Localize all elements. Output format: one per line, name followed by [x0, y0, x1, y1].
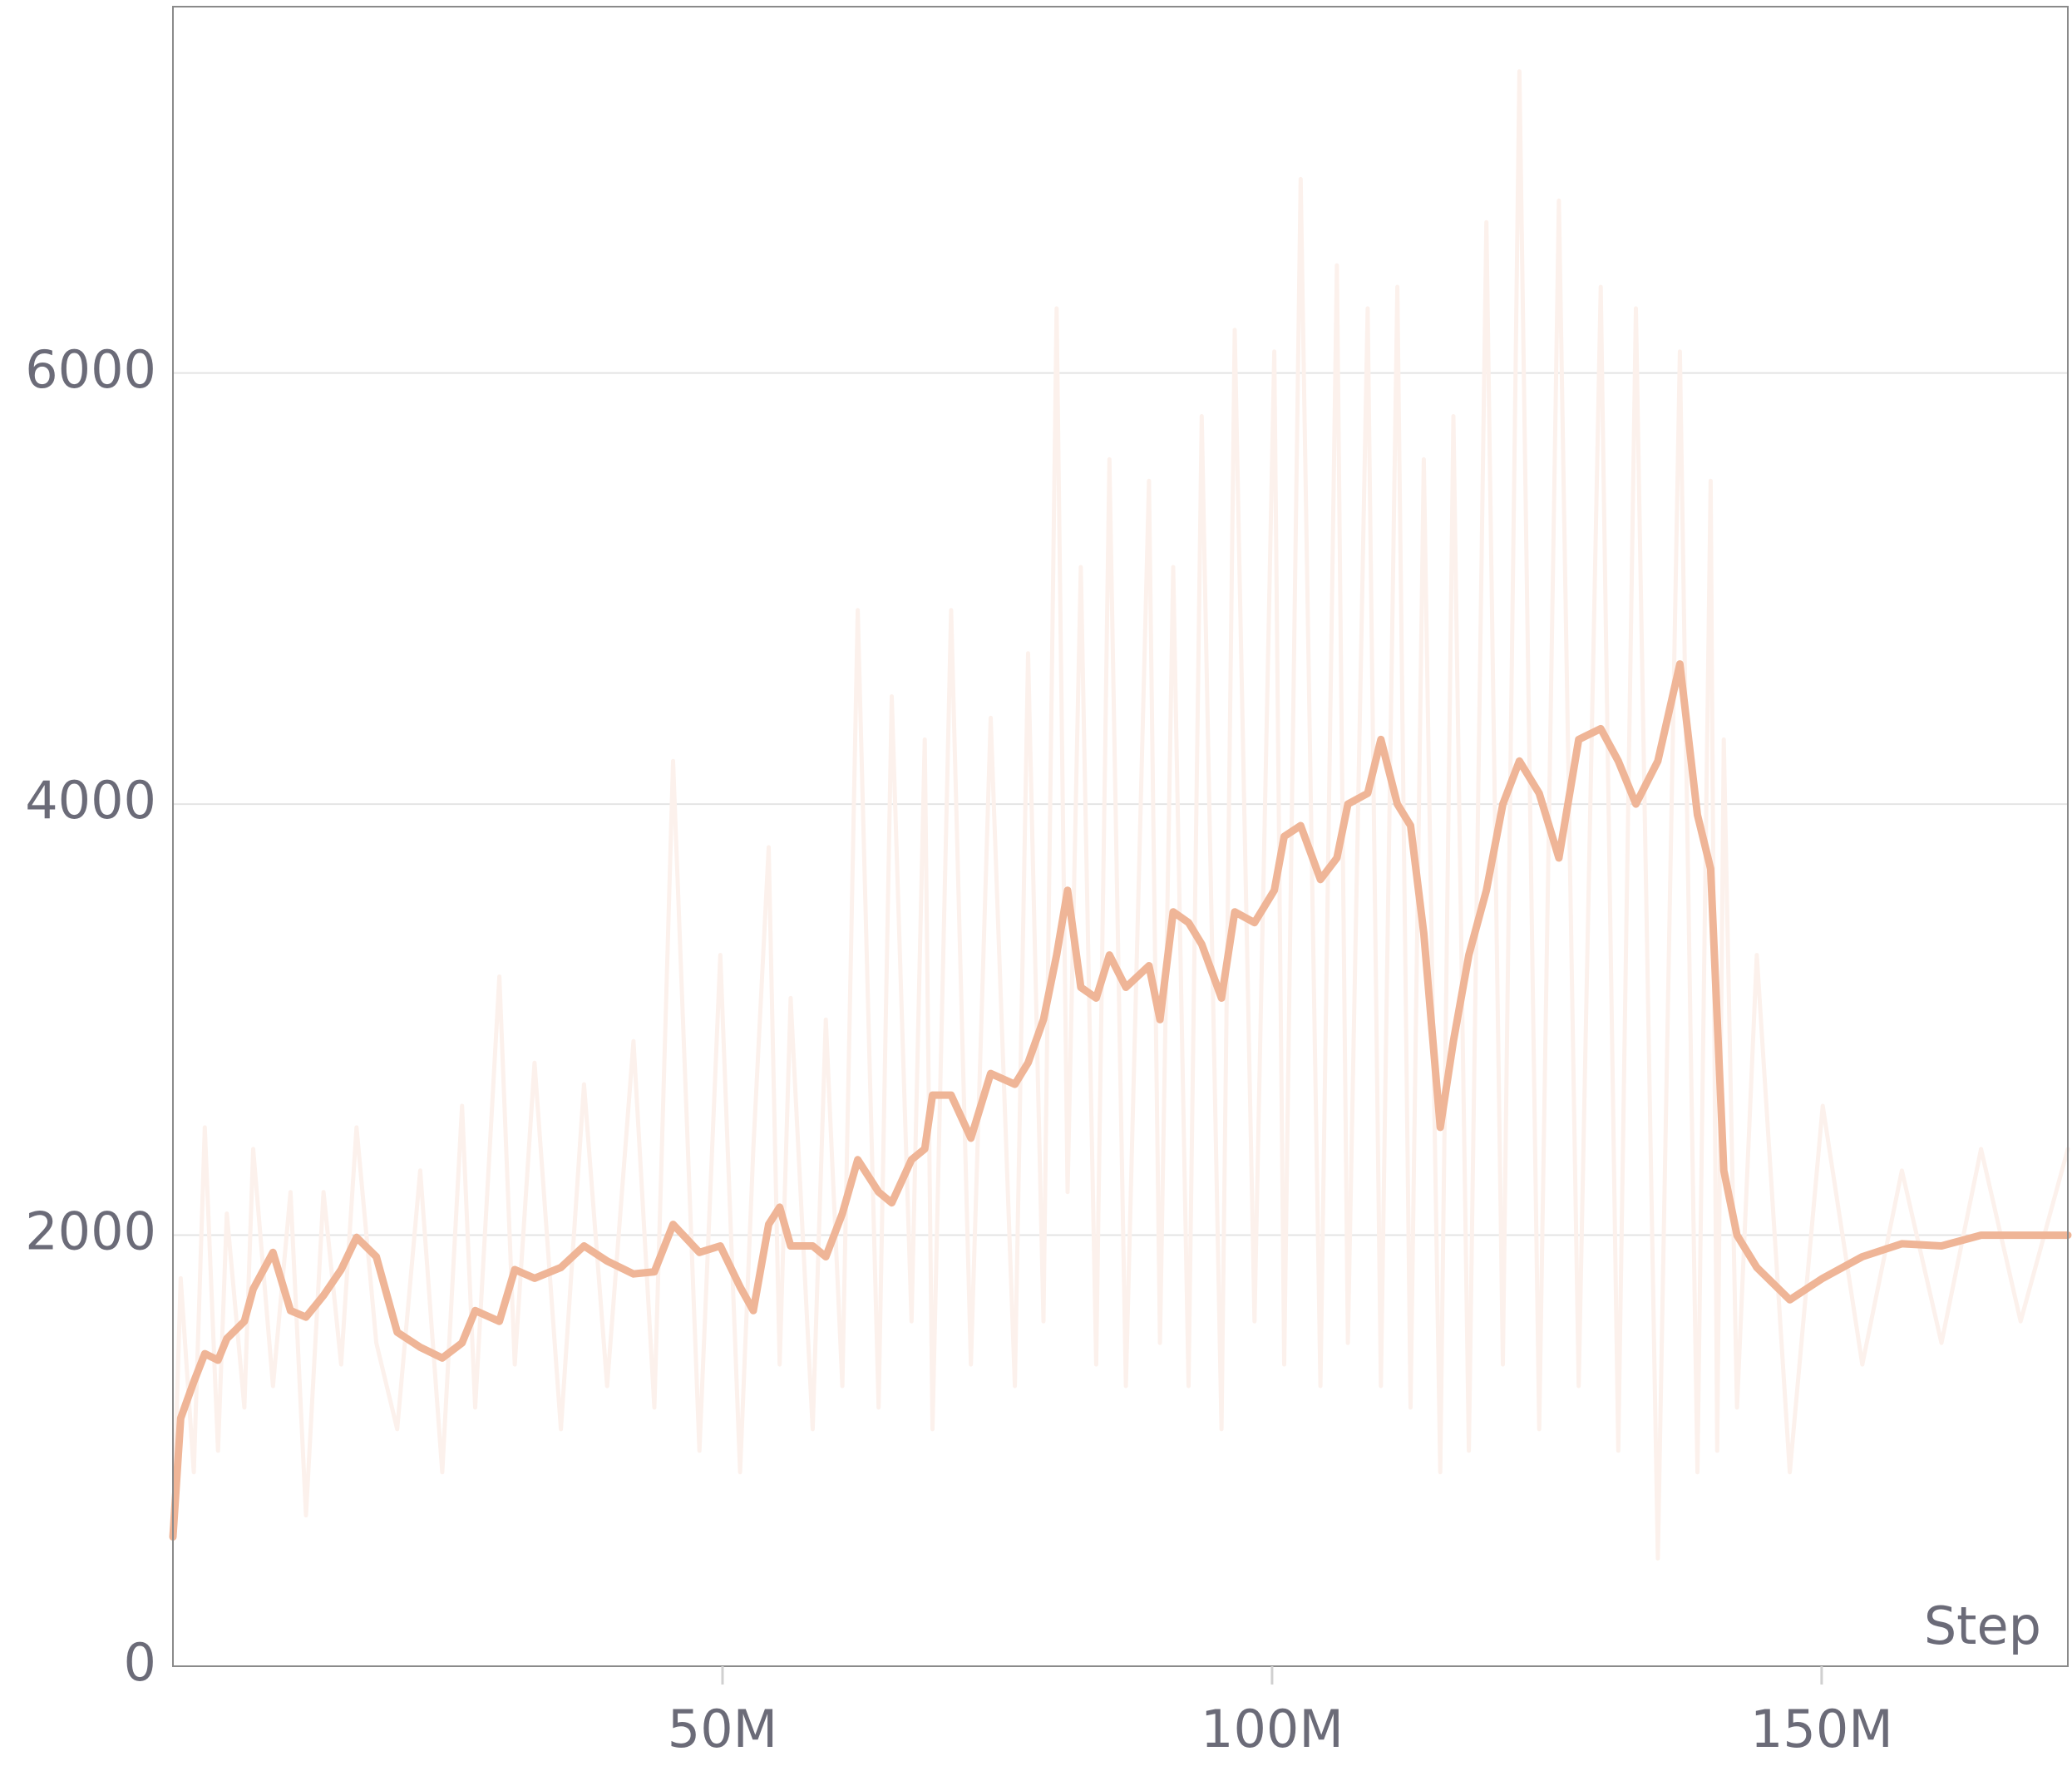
series-line — [170, 69, 2070, 1561]
x-axis-label: Step — [1924, 1596, 2041, 1656]
x-tick-label: 50M — [668, 1699, 777, 1759]
y-tick-label: 2000 — [25, 1201, 156, 1262]
y-tick-label: 6000 — [25, 339, 156, 400]
y-tick-label: 0 — [124, 1632, 156, 1693]
series-line — [169, 660, 2072, 1541]
x-tick-label: 150M — [1750, 1699, 1893, 1759]
x-tick-label: 100M — [1201, 1699, 1344, 1759]
y-tick-label: 4000 — [25, 770, 156, 831]
plot-frame — [172, 6, 2069, 1667]
